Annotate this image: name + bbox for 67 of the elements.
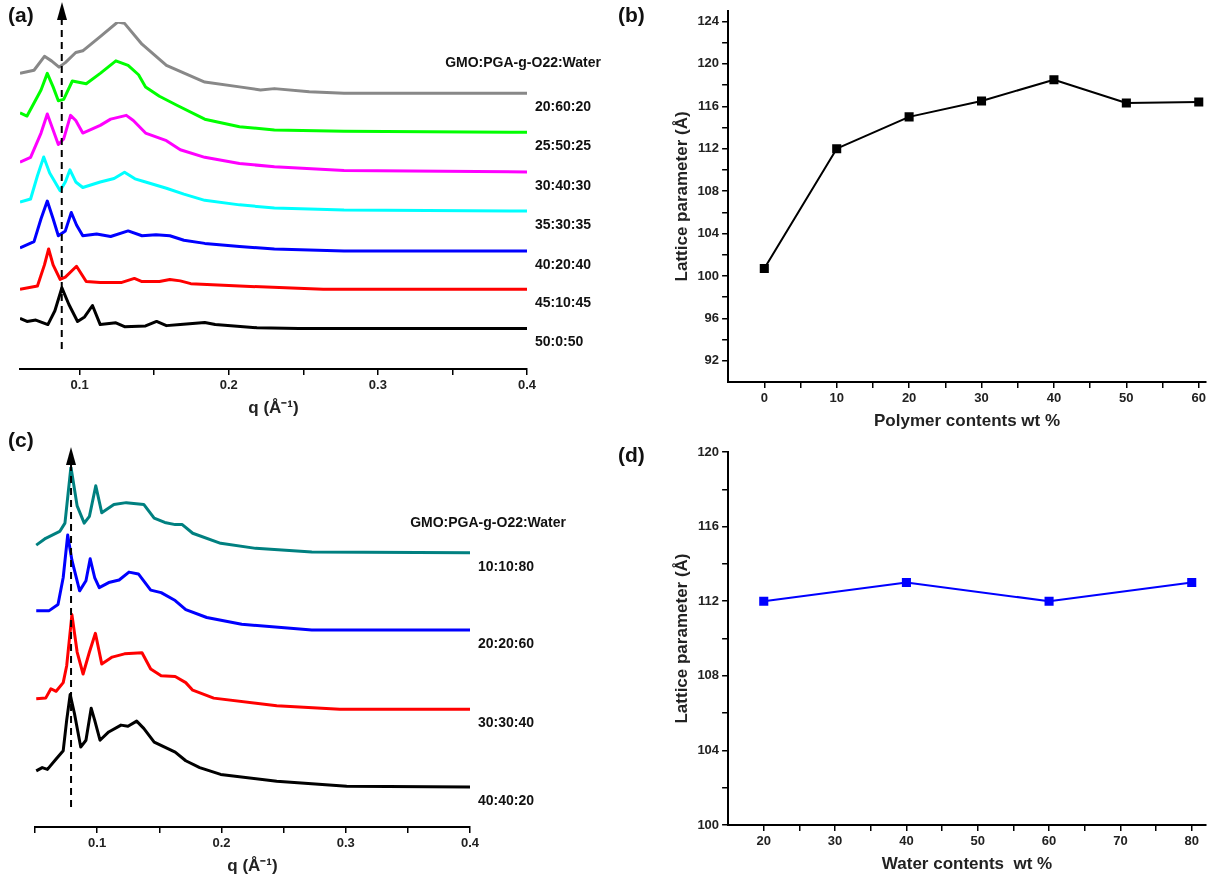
series-label: 45:10:45 [535,294,592,311]
y-tick-label: 92 [704,352,720,368]
y-tick-label: 104 [697,225,720,241]
y-tick-label: 116 [698,97,720,113]
point [832,144,842,154]
x-tick-label: 20 [901,390,917,406]
y-axis-title: Lattice parameter (Å) [671,553,691,724]
chart-title: (b) [618,3,645,27]
x-tick-label: 60 [1191,390,1206,406]
chart-title: (a) [8,3,34,27]
legend-title: GMO:PGA-g-O22:Water [445,53,602,70]
series-label: 35:30:35 [535,215,592,232]
point [904,112,914,122]
point [1049,75,1059,85]
y-tick-label: 96 [704,309,720,325]
y-tick-label: 124 [697,12,720,28]
x-tick-label: 30 [827,833,843,849]
series-label: 40:20:40 [535,255,592,272]
x-tick-label: 0 [760,390,768,406]
series-label: 30:40:30 [535,176,592,193]
x-tick-label: 40 [899,833,914,849]
y-tick-label: 112 [698,592,720,608]
x-tick-label: 0.4 [517,377,537,393]
x-axis-title: Polymer contents wt % [873,411,1061,431]
y-axis-title: Lattice parameter (Å) [671,111,691,282]
point [759,263,769,274]
x-tick-label: 0.1 [88,835,107,851]
x-tick-label: 40 [1046,390,1062,406]
x-tick-label: 80 [1184,833,1199,849]
chart-title: (d) [618,443,645,467]
point [1194,97,1204,107]
chart-title: (c) [8,428,34,452]
x-tick-label: 0.2 [219,377,238,393]
series-label: 20:20:60 [478,634,535,651]
point [1121,98,1131,108]
y-tick-label: 100 [697,267,720,283]
x-tick-label: 0.1 [70,377,89,393]
y-tick-label: 108 [697,667,720,683]
x-tick-label: 60 [1041,833,1057,849]
y-tick-label: 100 [697,816,720,832]
x-axis-title: q (Å⁻¹) [248,398,299,418]
x-axis-title: q (Å⁻¹) [227,856,278,876]
point [976,96,987,106]
x-tick-label: 10 [829,390,844,406]
y-tick-label: 120 [697,443,720,459]
series-label: 50:0:50 [535,333,584,350]
y-tick-label: 108 [697,182,720,198]
x-tick-label: 30 [974,390,989,406]
x-tick-label: 0.3 [336,835,355,851]
x-tick-label: 70 [1113,833,1128,849]
legend-title: GMO:PGA-g-O22:Water [410,513,567,530]
x-tick-label: 0.2 [212,835,231,851]
x-tick-label: 50 [1119,390,1134,406]
x-tick-label: 50 [970,833,985,849]
series-label: 25:50:25 [535,137,592,154]
series-label: 20:60:20 [535,97,592,114]
x-axis-title: Water contents wt % [881,854,1053,874]
y-tick-label: 116 [698,518,720,534]
x-tick-label: 0.4 [460,835,480,851]
y-tick-label: 104 [697,741,720,757]
y-tick-label: 120 [697,55,720,71]
series-label: 40:40:20 [478,791,535,808]
x-tick-label: 0.3 [368,377,387,393]
y-tick-label: 112 [698,140,720,156]
series-label: 10:10:80 [478,557,535,574]
x-tick-label: 20 [756,833,771,849]
series-label: 30:30:40 [478,714,535,731]
